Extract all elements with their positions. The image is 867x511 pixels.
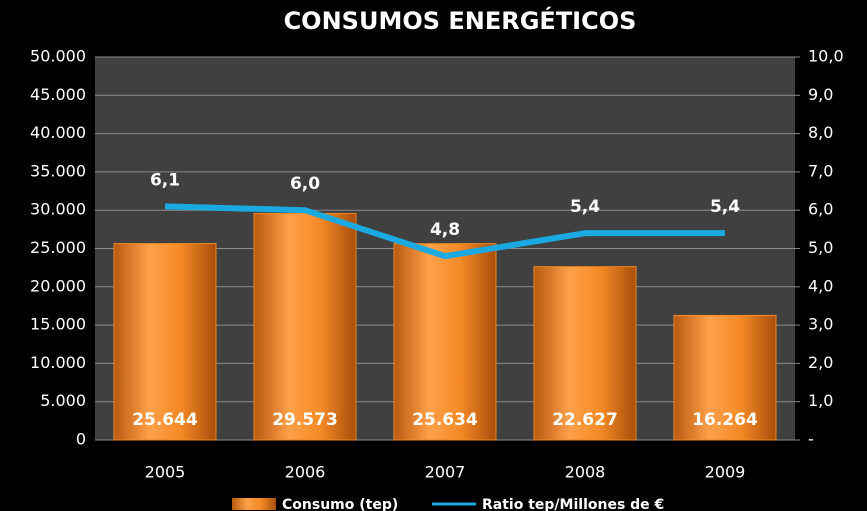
- line-value-label: 5,4: [570, 197, 600, 217]
- y2-tick-label: 4,0: [808, 276, 833, 295]
- line-value-label: 5,4: [710, 197, 740, 217]
- bar: [673, 314, 777, 441]
- legend-label: Ratio tep/Millones de €: [482, 497, 664, 511]
- bar: [253, 212, 357, 441]
- y-tick-label: 0: [76, 430, 86, 449]
- y-tick-label: 40.000: [30, 123, 86, 142]
- legend-label: Consumo (tep): [282, 497, 398, 511]
- y2-tick-label: 10,0: [808, 47, 844, 66]
- bar: [393, 243, 497, 441]
- y-tick-label: 30.000: [30, 200, 86, 219]
- chart-title: CONSUMOS ENERGÉTICOS: [284, 6, 637, 35]
- y-tick-label: 10.000: [30, 353, 86, 372]
- y-tick-label: 15.000: [30, 315, 86, 334]
- line: [164, 203, 725, 260]
- x-tick-label: 2006: [285, 463, 326, 482]
- bar-value-label: 25.634: [412, 410, 478, 430]
- y-tick-label: 35.000: [30, 161, 86, 180]
- x-tick-label: 2009: [705, 463, 746, 482]
- y2-tick-label: 5,0: [808, 238, 833, 257]
- y-tick-label: 25.000: [30, 238, 86, 257]
- x-tick-label: 2007: [425, 463, 466, 482]
- bar: [113, 243, 217, 441]
- bar-value-label: 29.573: [272, 410, 338, 430]
- bar-value-label: 22.627: [552, 410, 618, 430]
- y-tick-label: 20.000: [30, 276, 86, 295]
- y2-tick-label: 7,0: [808, 161, 833, 180]
- y2-tick-label: 8,0: [808, 123, 833, 142]
- y2-tick-label: 1,0: [808, 391, 833, 410]
- bar-value-label: 16.264: [692, 410, 758, 430]
- legend-swatch: [232, 498, 276, 510]
- x-tick-label: 2005: [145, 463, 186, 482]
- y2-tick-label: 2,0: [808, 353, 833, 372]
- y2-tick-label: -: [808, 430, 814, 449]
- line-value-label: 6,0: [290, 174, 320, 194]
- y2-tick-label: 9,0: [808, 85, 833, 104]
- y2-tick-label: 3,0: [808, 315, 833, 334]
- y2-tick-label: 6,0: [808, 200, 833, 219]
- y-tick-label: 45.000: [30, 85, 86, 104]
- bar-value-label: 25.644: [132, 410, 198, 430]
- y-tick-label: 50.000: [30, 47, 86, 66]
- bar: [533, 266, 637, 441]
- y-tick-label: 5.000: [40, 391, 86, 410]
- x-tick-label: 2008: [565, 463, 606, 482]
- line-value-label: 6,1: [150, 170, 180, 190]
- line-value-label: 4,8: [430, 220, 460, 240]
